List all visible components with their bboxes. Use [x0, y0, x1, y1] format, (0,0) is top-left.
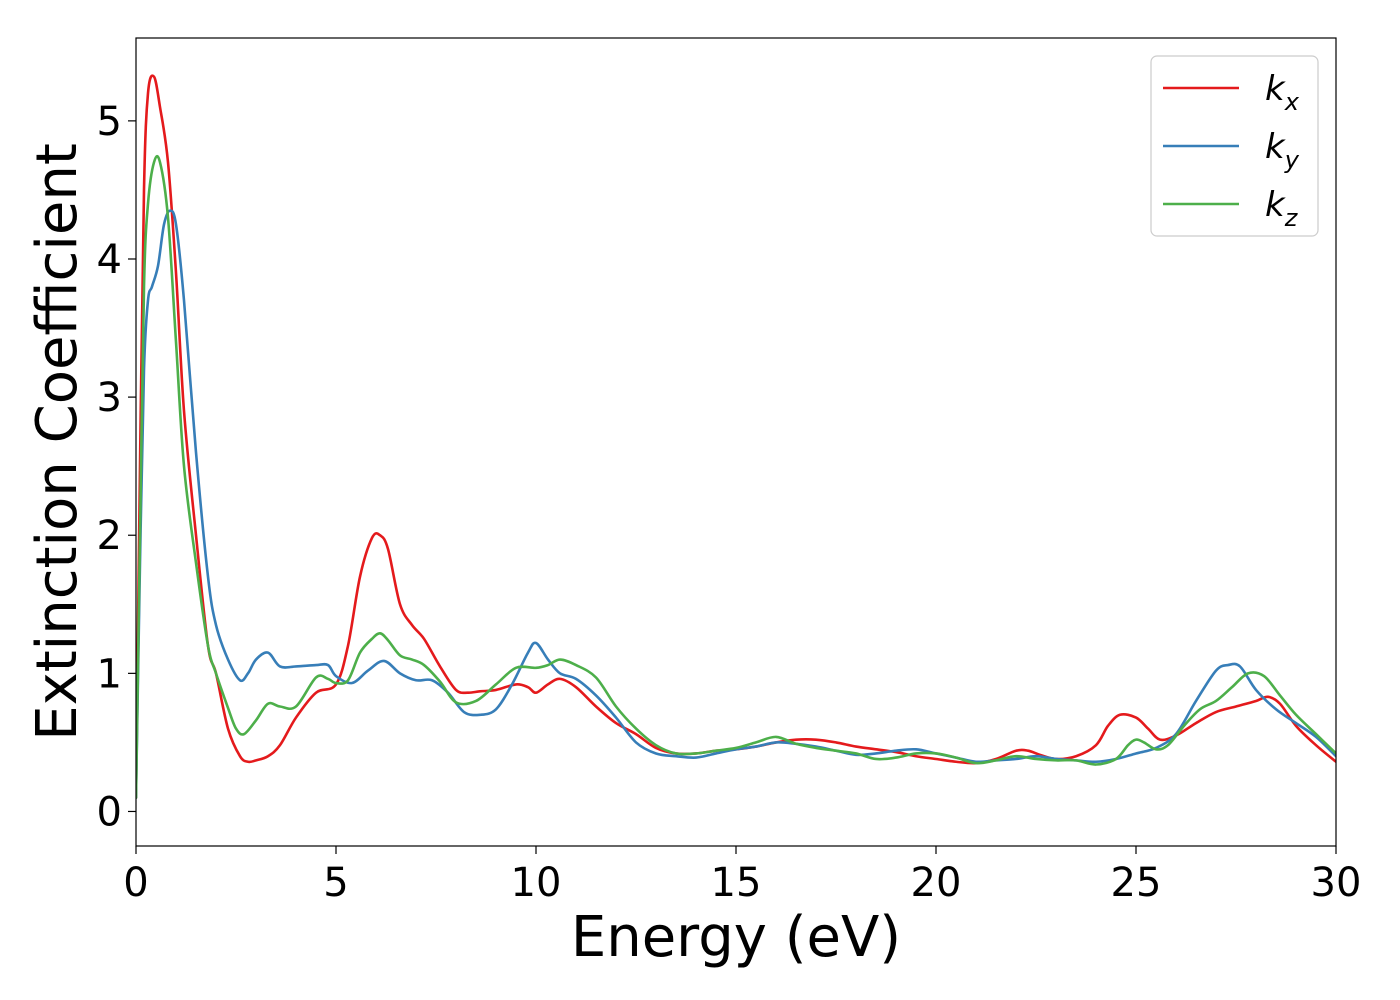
legend: kx ky kz [1150, 55, 1319, 237]
legend-label-ky: ky [1265, 127, 1300, 174]
x-tick-label: 0 [123, 860, 148, 906]
x-tick-label: 20 [911, 860, 962, 906]
x-tick-label: 5 [323, 860, 348, 906]
y-tick-label: 0 [97, 789, 122, 835]
x-tick-label: 15 [711, 860, 762, 906]
x-tick-label: 25 [1111, 860, 1162, 906]
y-axis-label: Extinction Coefficient [25, 143, 90, 741]
y-tick-label: 3 [97, 375, 122, 421]
y-tick-label: 4 [97, 237, 122, 283]
y-axis: 0 1 2 3 4 5 [97, 99, 136, 835]
y-tick-label: 2 [97, 513, 122, 559]
y-tick-label: 5 [97, 99, 122, 145]
series-layer [136, 74, 1336, 799]
y-tick-label: 1 [97, 651, 122, 697]
x-tick-label: 10 [511, 860, 562, 906]
series-line-ky [136, 209, 1336, 799]
legend-label-kz: kz [1265, 185, 1299, 232]
x-axis: 0 5 10 15 20 25 30 [123, 846, 1361, 906]
x-tick-label: 30 [1311, 860, 1362, 906]
series-line-kz [136, 154, 1336, 799]
x-axis-label: Energy (eV) [571, 905, 901, 970]
legend-label-kx: kx [1265, 69, 1300, 116]
